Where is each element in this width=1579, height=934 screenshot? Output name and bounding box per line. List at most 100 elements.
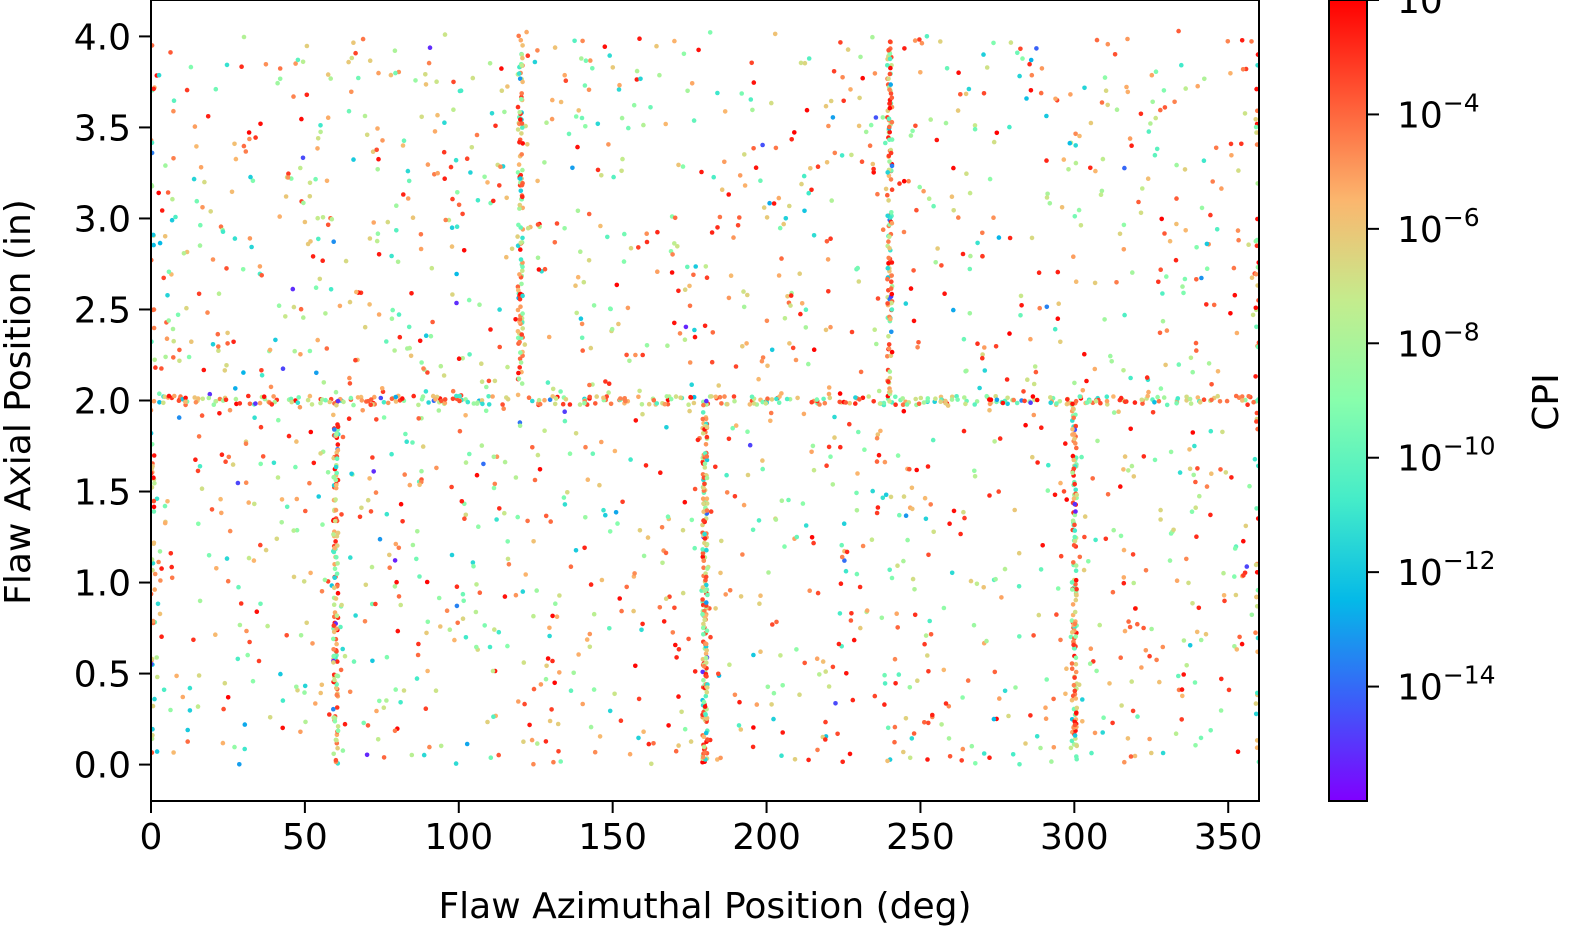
data-point — [368, 402, 374, 408]
data-point — [456, 356, 462, 362]
data-point — [981, 91, 987, 96]
data-point — [519, 152, 524, 157]
data-point — [875, 505, 881, 510]
data-point — [1121, 222, 1127, 228]
data-point — [1102, 317, 1107, 322]
data-point — [1161, 88, 1167, 93]
data-point — [162, 503, 168, 509]
data-point — [598, 223, 603, 229]
data-point — [499, 66, 504, 71]
x-tick-label: 0 — [140, 817, 163, 858]
data-point — [956, 215, 961, 220]
data-point — [700, 547, 705, 552]
data-point — [413, 78, 418, 83]
data-point — [1088, 165, 1093, 171]
data-point — [612, 448, 618, 454]
data-point — [822, 400, 828, 406]
data-point — [275, 80, 280, 86]
data-point — [823, 669, 828, 674]
data-point — [1128, 375, 1133, 381]
data-point — [686, 402, 691, 408]
data-point — [332, 719, 338, 724]
data-point — [444, 608, 450, 613]
data-point — [961, 509, 966, 515]
data-point — [676, 694, 681, 699]
data-point — [883, 140, 888, 146]
data-point — [385, 219, 391, 225]
data-point — [1058, 480, 1063, 486]
data-point — [742, 183, 748, 188]
data-point — [519, 381, 525, 386]
data-point — [854, 508, 860, 513]
data-point — [848, 87, 853, 92]
data-point — [315, 136, 321, 141]
data-point — [492, 627, 497, 632]
data-point — [702, 481, 707, 487]
data-point — [823, 103, 829, 109]
data-point — [1033, 369, 1039, 375]
data-point — [213, 632, 218, 637]
data-point — [1251, 399, 1256, 405]
data-point — [1069, 661, 1075, 666]
data-point — [926, 720, 931, 726]
data-point — [972, 123, 978, 128]
data-point — [416, 416, 422, 421]
data-point — [760, 466, 765, 472]
data-point — [562, 418, 568, 424]
data-point — [240, 267, 246, 272]
data-point — [856, 123, 862, 129]
data-point — [243, 441, 249, 447]
data-point — [171, 98, 177, 103]
data-point — [1073, 143, 1078, 148]
data-point — [749, 394, 755, 400]
data-point — [641, 729, 646, 734]
data-point — [341, 399, 346, 405]
data-point — [870, 161, 876, 167]
data-point — [701, 565, 706, 570]
data-point — [273, 337, 278, 343]
data-point — [1070, 453, 1076, 459]
data-point — [856, 429, 861, 435]
data-point — [571, 670, 576, 676]
data-point — [225, 341, 230, 346]
data-point — [1126, 468, 1131, 473]
data-point — [335, 673, 341, 679]
data-point — [517, 272, 522, 277]
data-point — [1070, 602, 1076, 607]
data-point — [505, 396, 511, 402]
data-point — [1229, 475, 1234, 480]
data-point — [644, 343, 650, 348]
data-point — [310, 641, 315, 646]
data-point — [711, 174, 716, 180]
data-point — [597, 734, 603, 739]
data-point — [327, 399, 333, 405]
data-point — [858, 369, 864, 375]
data-point — [477, 302, 482, 308]
data-point — [870, 488, 875, 494]
data-point — [664, 394, 670, 399]
data-point — [745, 292, 750, 298]
data-point — [573, 431, 579, 436]
data-point — [887, 105, 893, 111]
data-point — [342, 653, 348, 659]
data-point — [187, 708, 193, 713]
data-point — [331, 715, 337, 720]
data-point — [814, 656, 820, 661]
data-point — [833, 701, 838, 706]
data-point — [583, 444, 588, 450]
data-point — [627, 751, 633, 757]
data-point — [159, 366, 164, 371]
data-point — [151, 242, 156, 248]
data-point — [387, 552, 392, 558]
data-point — [151, 540, 157, 546]
data-point — [1028, 88, 1034, 93]
data-point — [429, 265, 435, 271]
data-point — [242, 722, 248, 727]
data-point — [374, 708, 379, 714]
data-point — [450, 388, 456, 394]
data-point — [626, 125, 631, 131]
data-point — [471, 401, 477, 406]
data-point — [347, 375, 352, 381]
data-point — [419, 114, 425, 120]
data-point — [750, 527, 756, 533]
